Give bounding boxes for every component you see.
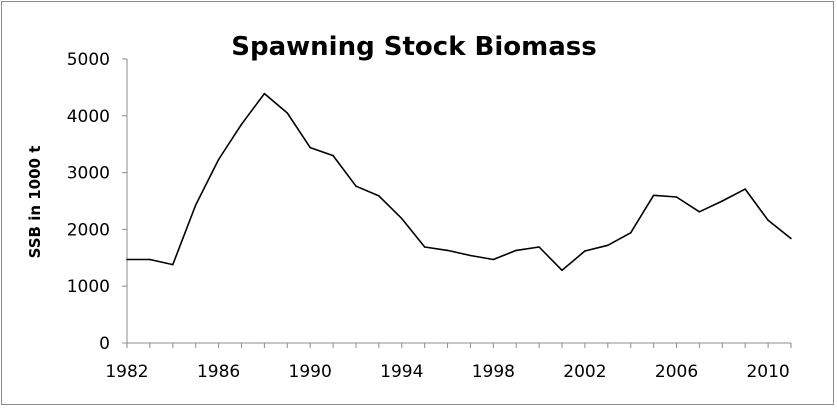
x-tick-label: 2010 bbox=[746, 362, 789, 382]
x-tick-label: 1990 bbox=[289, 362, 332, 382]
data-point bbox=[698, 210, 701, 213]
x-tick-label: 1986 bbox=[197, 362, 240, 382]
data-point bbox=[309, 146, 311, 149]
data-point bbox=[721, 200, 724, 202]
data-point bbox=[171, 263, 174, 266]
y-ticks: 0 1000 2000 3000 4000 5000 bbox=[67, 50, 127, 354]
data-point bbox=[790, 237, 792, 240]
data-point bbox=[652, 194, 655, 197]
y-axis-title: SSB in 1000 t bbox=[26, 146, 44, 259]
data-point bbox=[584, 250, 586, 252]
data-point bbox=[378, 195, 380, 197]
data-point bbox=[355, 185, 357, 188]
y-tick-label: 3000 bbox=[67, 164, 110, 184]
data-point bbox=[446, 249, 449, 252]
series-group bbox=[126, 92, 792, 272]
series-line bbox=[127, 92, 792, 272]
x-tick-label: 1994 bbox=[380, 362, 423, 382]
data-point bbox=[263, 92, 266, 95]
x-tick-label: 2002 bbox=[563, 362, 606, 382]
x-ticks: 1982 1986 1990 1994 1998 2002 2006 2010 bbox=[105, 343, 792, 382]
data-point bbox=[515, 249, 518, 252]
x-tick-label: 2006 bbox=[655, 362, 698, 382]
data-point bbox=[400, 217, 403, 220]
data-point bbox=[286, 112, 289, 114]
data-point bbox=[744, 188, 747, 190]
data-point bbox=[423, 246, 426, 248]
y-tick-label: 1000 bbox=[67, 277, 110, 297]
x-tick-label: 1998 bbox=[472, 362, 515, 382]
data-point bbox=[675, 196, 678, 198]
data-point bbox=[217, 158, 220, 161]
data-point bbox=[538, 246, 540, 248]
x-tick-label: 1982 bbox=[105, 362, 148, 382]
data-point bbox=[629, 232, 632, 234]
y-tick-label: 2000 bbox=[67, 220, 110, 240]
chart-title: Spawning Stock Biomass bbox=[231, 32, 596, 62]
data-point bbox=[126, 258, 128, 261]
y-tick-label: 5000 bbox=[67, 50, 110, 70]
data-point bbox=[469, 254, 472, 257]
data-point bbox=[492, 258, 495, 261]
y-tick-label: 4000 bbox=[67, 107, 110, 127]
data-point bbox=[240, 123, 243, 126]
data-point bbox=[149, 258, 151, 261]
data-point bbox=[767, 219, 769, 222]
data-point bbox=[607, 244, 609, 247]
data-point bbox=[194, 204, 197, 206]
data-point bbox=[561, 269, 563, 272]
y-tick-label: 0 bbox=[99, 334, 110, 354]
data-point bbox=[332, 154, 334, 157]
